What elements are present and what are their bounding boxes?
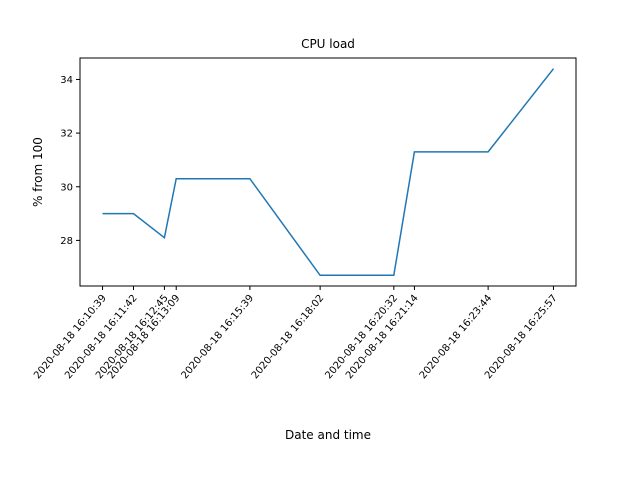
data-points <box>102 68 555 277</box>
y-axis-label: % from 100 <box>31 137 45 207</box>
x-tick-label: 2020-08-18 16:15:39 <box>179 293 256 381</box>
chart-title: CPU load <box>301 37 355 51</box>
y-tick-label: 34 <box>60 75 73 86</box>
y-axis: 28 30 32 34 <box>60 75 80 247</box>
y-tick-label: 30 <box>60 182 73 193</box>
x-tick-label: 2020-08-18 16:13:09 <box>106 293 183 381</box>
x-axis-label: Date and time <box>285 428 371 442</box>
y-tick-label: 28 <box>60 236 73 247</box>
x-tick-label: 2020-08-18 16:25:57 <box>483 293 560 381</box>
plot-area <box>79 57 577 287</box>
series-line <box>102 68 555 277</box>
y-tick-label: 32 <box>60 129 73 140</box>
x-tick-label: 2020-08-18 16:23:44 <box>418 293 495 381</box>
x-tick-label: 2020-08-18 16:18:02 <box>250 293 327 381</box>
